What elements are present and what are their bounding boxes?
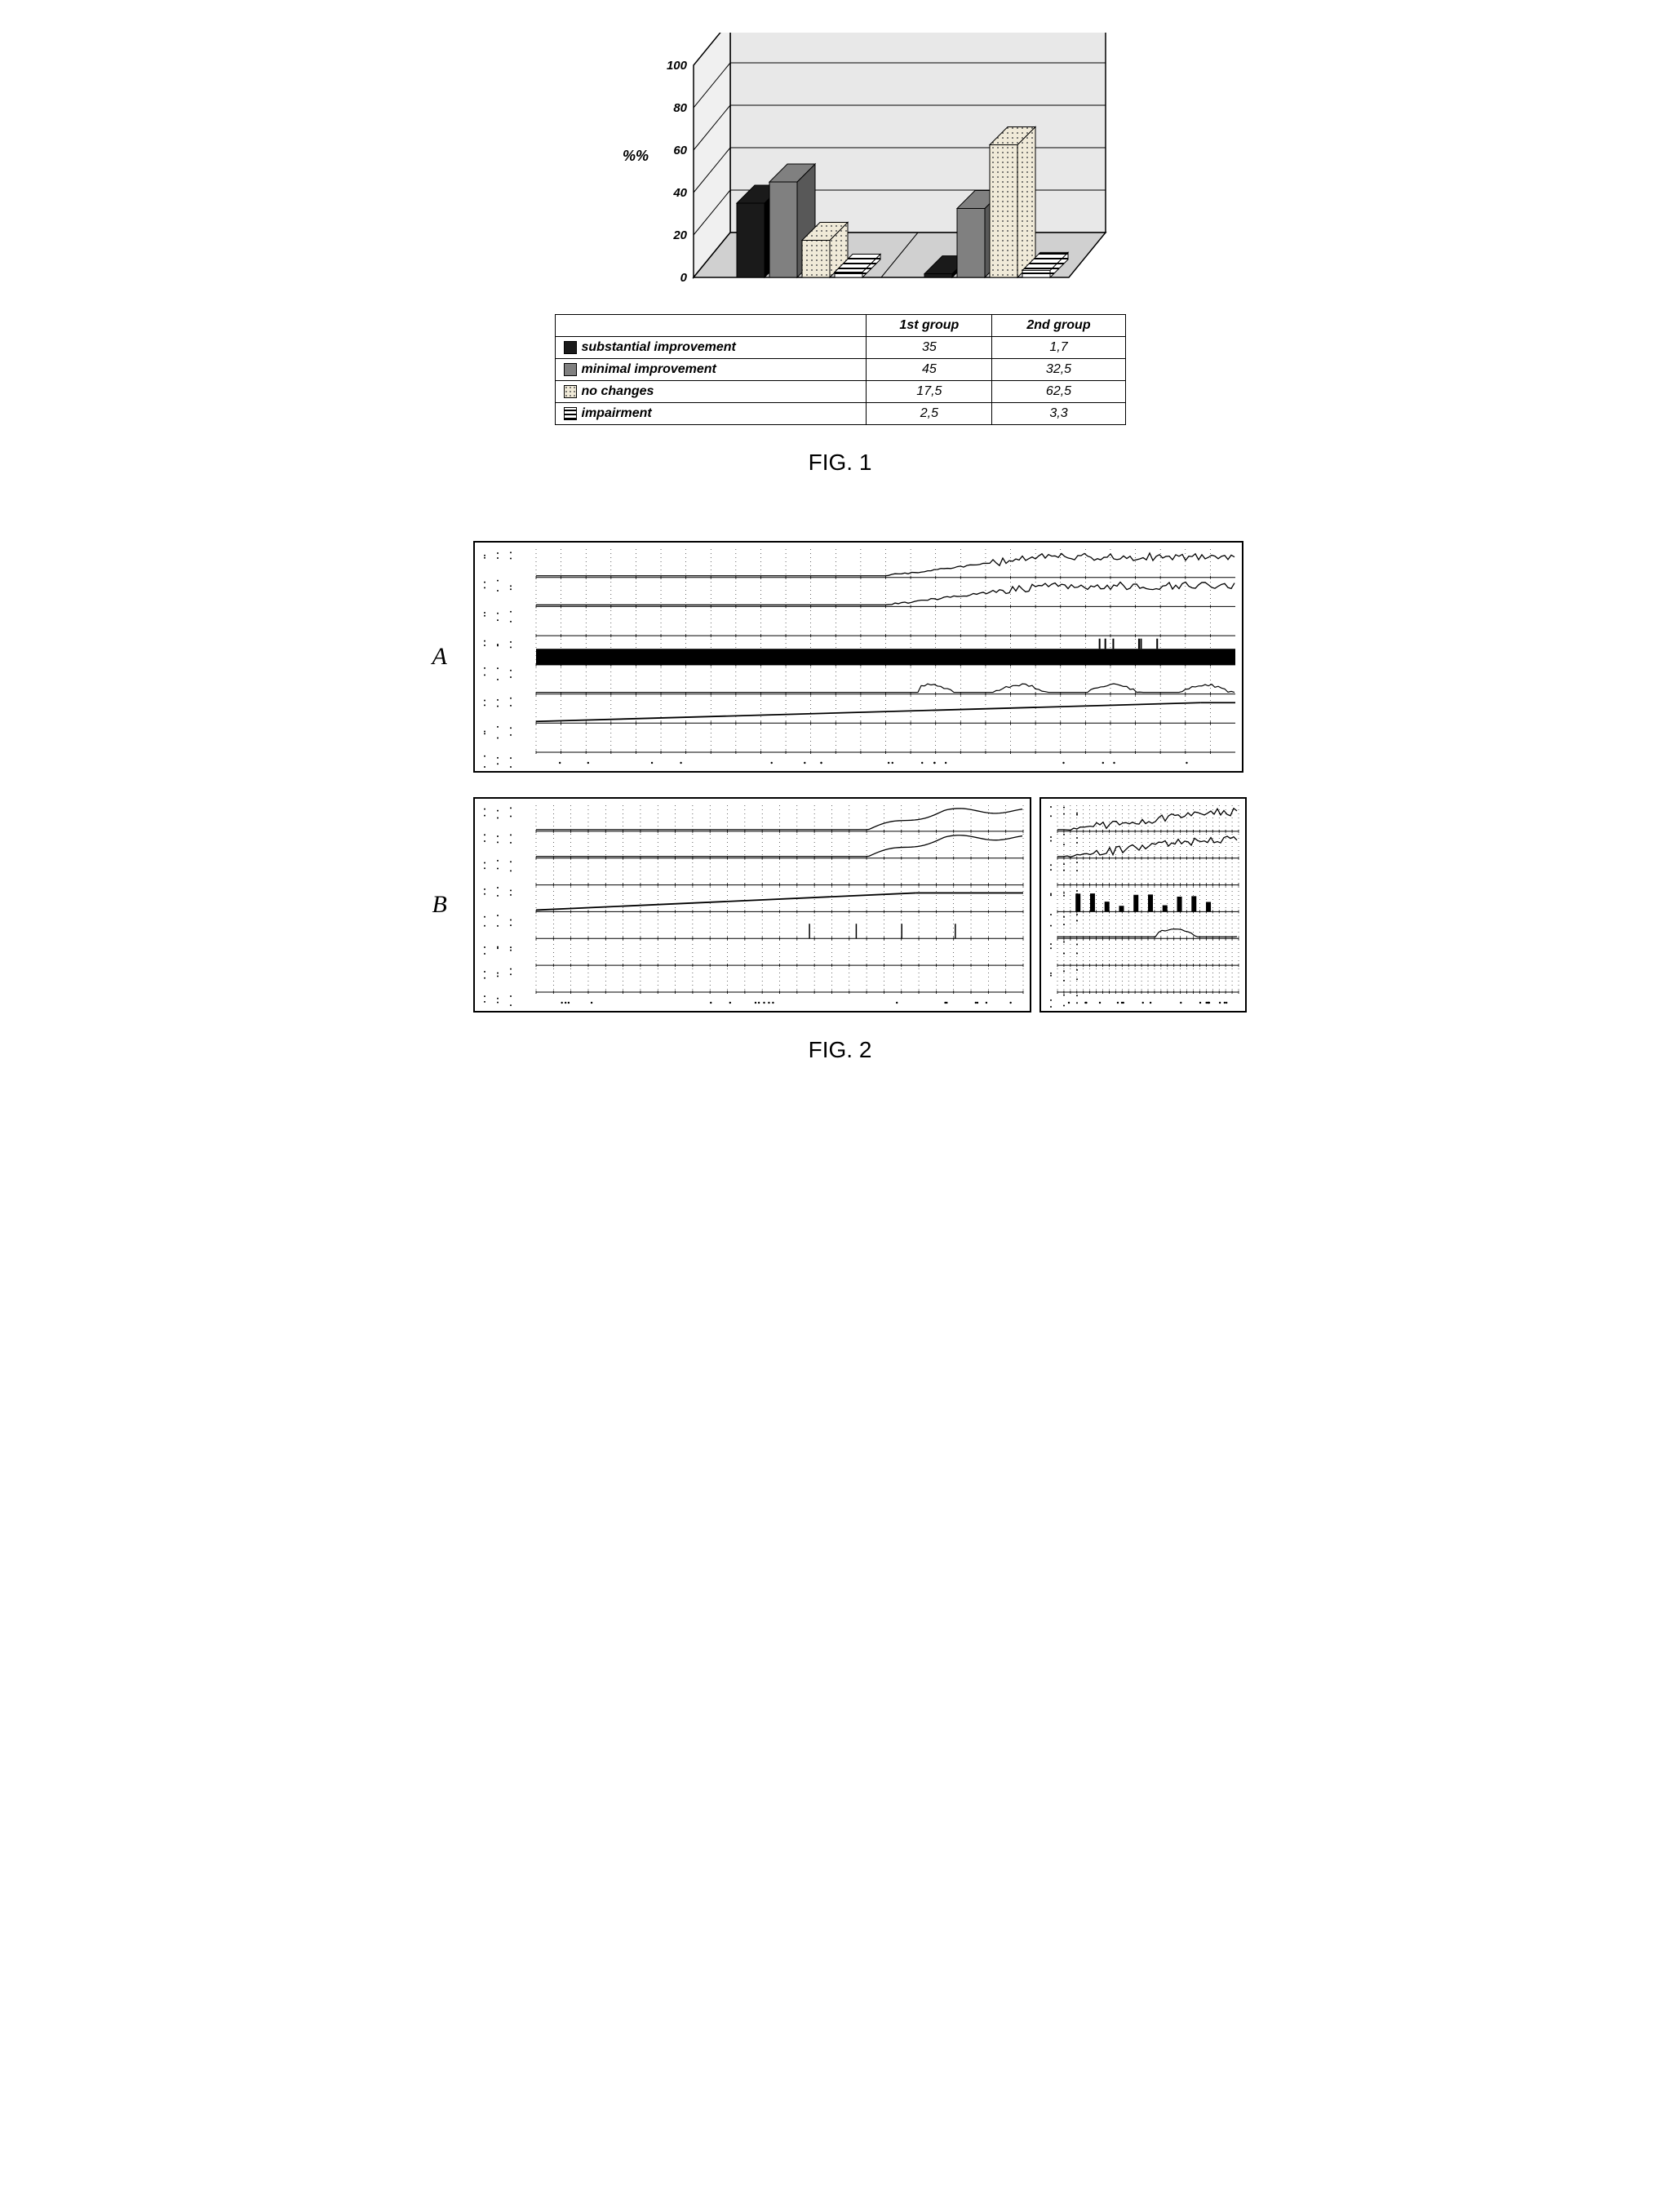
table-row: substantial improvement 351,7 [555,337,1125,359]
series-label: impairment [582,406,652,420]
row-label: substantial improvement [555,337,867,359]
table-header-blank [555,315,867,337]
table-cell: 32,5 [992,359,1125,381]
figure-2-caption: FIG. 2 [809,1037,872,1063]
table-header-col1: 1st group [867,315,992,337]
row-label: no changes [555,381,867,403]
series-label: no changes [582,384,654,398]
table-header-row: 1st group 2nd group [555,315,1125,337]
figure-1-container: 0 20 40 60 80 100%% 1st group 2nd group subst… [33,33,1647,476]
legend-swatch [564,385,577,398]
panel-a-row: A [432,541,1248,773]
panel-b-label: B [432,891,457,919]
table-row: impairment 2,53,3 [555,403,1125,425]
svg-text:80: 80 [673,101,687,115]
panel-b-chart-main [473,797,1031,1013]
figure-2-container: A B FIG. 2 [33,541,1647,1063]
svg-text:40: 40 [672,186,687,200]
table-cell: 17,5 [867,381,992,403]
table-cell: 1,7 [992,337,1125,359]
row-label: impairment [555,403,867,425]
data-table: 1st group 2nd group substantial improvem… [555,314,1126,425]
panel-b-row: B [432,797,1248,1013]
table-row: minimal improvement 4532,5 [555,359,1125,381]
table-row: no changes 17,562,5 [555,381,1125,403]
svg-text:20: 20 [672,228,687,242]
table-cell: 45 [867,359,992,381]
table-cell: 2,5 [867,403,992,425]
legend-swatch [564,407,577,420]
svg-text:100: 100 [666,59,687,73]
row-label: minimal improvement [555,359,867,381]
table-cell: 3,3 [992,403,1125,425]
series-label: minimal improvement [582,362,716,376]
series-label: substantial improvement [582,340,736,354]
figure-1-caption: FIG. 1 [809,450,872,476]
panel-a-label: A [432,643,457,671]
table-header-col2: 2nd group [992,315,1125,337]
figure-2: A B [432,541,1248,1013]
panel-a-chart [473,541,1243,773]
svg-text:%%: %% [622,148,648,164]
bar-chart-3d: 0 20 40 60 80 100%% [555,33,1126,310]
svg-text:0: 0 [680,271,687,285]
svg-text:60: 60 [673,144,687,157]
legend-swatch [564,363,577,376]
figure-1: 0 20 40 60 80 100%% 1st group 2nd group subst… [555,33,1126,425]
legend-swatch [564,341,577,354]
panel-b-split [473,797,1247,1013]
table-cell: 35 [867,337,992,359]
table-cell: 62,5 [992,381,1125,403]
panel-b-chart-zoom [1039,797,1247,1013]
